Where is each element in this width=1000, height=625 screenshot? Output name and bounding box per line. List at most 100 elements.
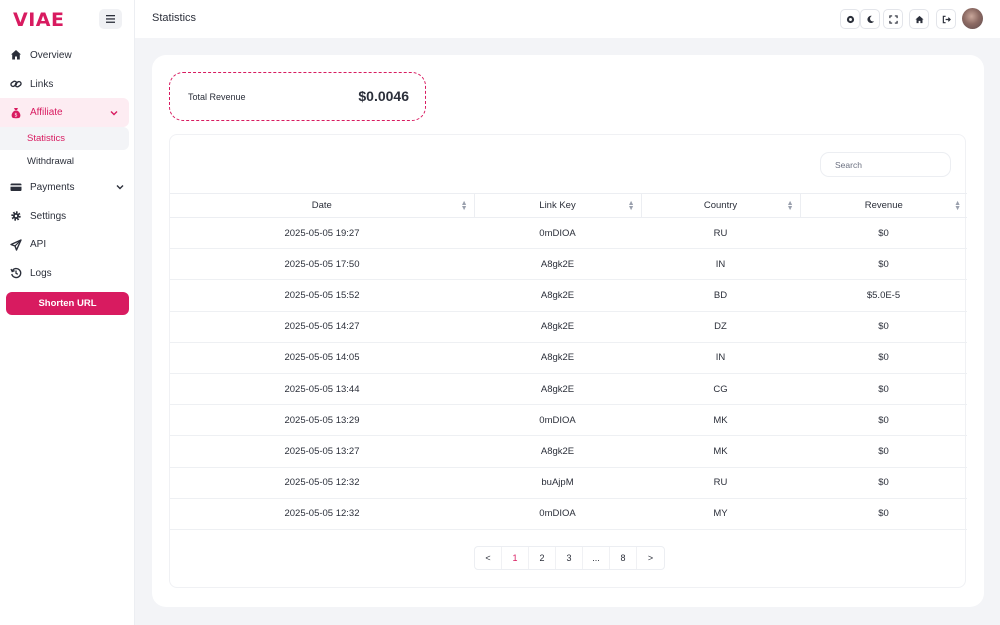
statistics-card: Total Revenue $0.0046 Date▲▼ Link Key▲▼ …	[152, 55, 984, 607]
pagination-page-3[interactable]: 3	[556, 547, 583, 569]
sidebar-item-label: API	[30, 239, 47, 251]
sidebar-subitem-label: Statistics	[27, 133, 66, 145]
cell-country: IN	[641, 248, 800, 281]
credit-card-icon	[10, 181, 22, 193]
sidebar-item-api[interactable]: API	[0, 230, 135, 259]
sidebar-item-overview[interactable]: Overview	[0, 41, 135, 70]
gear-icon	[10, 210, 22, 222]
dark-mode-button[interactable]	[860, 9, 880, 29]
hamburger-icon	[106, 15, 115, 23]
shorten-url-button[interactable]: Shorten URL	[6, 292, 129, 315]
color-theme-button[interactable]	[840, 9, 860, 29]
cell-country: BD	[641, 279, 800, 312]
table-row: 2025-05-05 13:27 A8gk2E MK $0	[170, 435, 967, 468]
total-revenue-label: Total Revenue	[188, 92, 246, 102]
cell-revenue: $0	[800, 248, 967, 281]
table-row: 2025-05-05 14:27 A8gk2E DZ $0	[170, 311, 967, 343]
fullscreen-button[interactable]	[883, 9, 903, 29]
table-row: 2025-05-05 13:29 0mDIOA MK $0	[170, 404, 967, 437]
column-header-revenue[interactable]: Revenue ▲ ▼	[800, 193, 967, 218]
sort-icon: ▲ ▼	[460, 200, 468, 212]
cell-revenue: $0	[800, 435, 967, 468]
cell-link-key: 0mDIOA	[474, 404, 641, 437]
sidebar-item-payments[interactable]: Payments	[0, 173, 135, 202]
statistics-table: Date ▲ ▼ Link Key ▲ ▼ Country ▲ ▼ Revenue ▲ ▼ 20…	[170, 193, 967, 530]
sort-icon: ▲ ▼	[627, 200, 635, 212]
home-button[interactable]	[909, 9, 929, 29]
cell-revenue: $0	[800, 404, 967, 437]
cell-date: 2025-05-05 15:52	[170, 279, 474, 312]
sidebar-item-label: Overview	[30, 49, 72, 61]
cell-revenue: $0	[800, 217, 967, 250]
table-row: 2025-05-05 14:05 A8gk2E IN $0	[170, 342, 967, 374]
logo[interactable]: VIAE	[13, 9, 65, 31]
cell-revenue: $0	[800, 373, 967, 406]
cell-link-key: A8gk2E	[474, 435, 641, 468]
table-row: 2025-05-05 13:44 A8gk2E CG $0	[170, 373, 967, 406]
menu-toggle-button[interactable]	[99, 9, 122, 29]
cell-date: 2025-05-05 12:32	[170, 467, 474, 499]
link-icon	[10, 78, 22, 90]
sort-icon: ▲ ▼	[786, 200, 794, 212]
cell-country: MY	[641, 498, 800, 530]
avatar[interactable]	[962, 8, 983, 29]
fullscreen-icon	[888, 14, 898, 24]
pagination-next-button[interactable]: >	[647, 553, 654, 563]
logout-icon	[942, 15, 951, 23]
table-row: 2025-05-05 12:32 buAjpM RU $0	[170, 467, 967, 499]
table-row: 2025-05-05 12:32 0mDIOA MY $0	[170, 498, 967, 530]
cell-country: MK	[641, 404, 800, 437]
cell-date: 2025-05-05 12:32	[170, 498, 474, 530]
home-icon	[914, 15, 924, 23]
cell-date: 2025-05-05 19:27	[170, 217, 474, 250]
sidebar-item-links[interactable]: Links	[0, 70, 135, 99]
cell-country: RU	[641, 217, 800, 250]
moon-icon	[866, 15, 874, 23]
pagination: < 1 2 3 ... 8 >	[474, 546, 665, 570]
cell-date: 2025-05-05 13:27	[170, 435, 474, 468]
cell-link-key: 0mDIOA	[474, 498, 641, 530]
sidebar-subitem-withdrawal[interactable]: Withdrawal	[0, 150, 129, 173]
sidebar: VIAE Overview Links $ Affiliate Statisti…	[0, 0, 135, 625]
svg-text:$: $	[14, 112, 17, 118]
cell-link-key: buAjpM	[474, 467, 641, 499]
sidebar-item-label: Logs	[30, 267, 52, 279]
cell-date: 2025-05-05 14:05	[170, 342, 474, 374]
cell-link-key: A8gk2E	[474, 279, 641, 312]
sidebar-item-affiliate[interactable]: $ Affiliate	[0, 98, 129, 128]
cell-country: RU	[641, 467, 800, 499]
cell-revenue: $0	[800, 311, 967, 343]
pagination-page-2[interactable]: 2	[529, 547, 556, 569]
cell-revenue: $0	[800, 342, 967, 374]
sidebar-item-label: Affiliate	[30, 107, 63, 119]
sort-icon: ▲ ▼	[954, 200, 961, 212]
column-header-link-key[interactable]: Link Key ▲ ▼	[474, 193, 642, 218]
sidebar-item-logs[interactable]: Logs	[0, 259, 135, 288]
table-row: 2025-05-05 15:52 A8gk2E BD $5.0E-5	[170, 279, 967, 312]
search-input[interactable]	[820, 152, 951, 177]
column-header-date[interactable]: Date ▲ ▼	[170, 193, 475, 218]
cell-link-key: A8gk2E	[474, 342, 641, 374]
logout-button[interactable]	[936, 9, 956, 29]
statistics-table-panel: Date▲▼ Link Key▲▼ Country▲▼ Revenue▲▼ 20…	[169, 134, 967, 588]
sidebar-nav: Overview Links $ Affiliate Statistics Wi…	[0, 41, 135, 288]
pagination-prev-button[interactable]: <	[475, 547, 502, 569]
history-icon	[10, 267, 22, 279]
cell-link-key: 0mDIOA	[474, 217, 641, 250]
sidebar-item-settings[interactable]: Settings	[0, 202, 135, 231]
palette-icon	[846, 15, 854, 23]
column-header-country[interactable]: Country ▲ ▼	[641, 193, 801, 218]
cell-country: MK	[641, 435, 800, 468]
table-row: 2025-05-05 17:50 A8gk2E IN $0	[170, 248, 967, 281]
pagination-ellipsis: ...	[583, 547, 610, 569]
chevron-down-icon	[110, 110, 118, 116]
cell-link-key: A8gk2E	[474, 311, 641, 343]
page-title: Statistics	[152, 12, 197, 24]
sidebar-subitem-statistics[interactable]: Statistics	[0, 127, 129, 151]
cell-link-key: A8gk2E	[474, 373, 641, 406]
top-bar: Statistics	[135, 0, 1000, 38]
sidebar-item-label: Links	[30, 78, 54, 90]
pagination-page-1[interactable]: 1	[502, 547, 529, 569]
pagination-page-8[interactable]: 8	[610, 547, 637, 569]
cell-country: CG	[641, 373, 800, 406]
